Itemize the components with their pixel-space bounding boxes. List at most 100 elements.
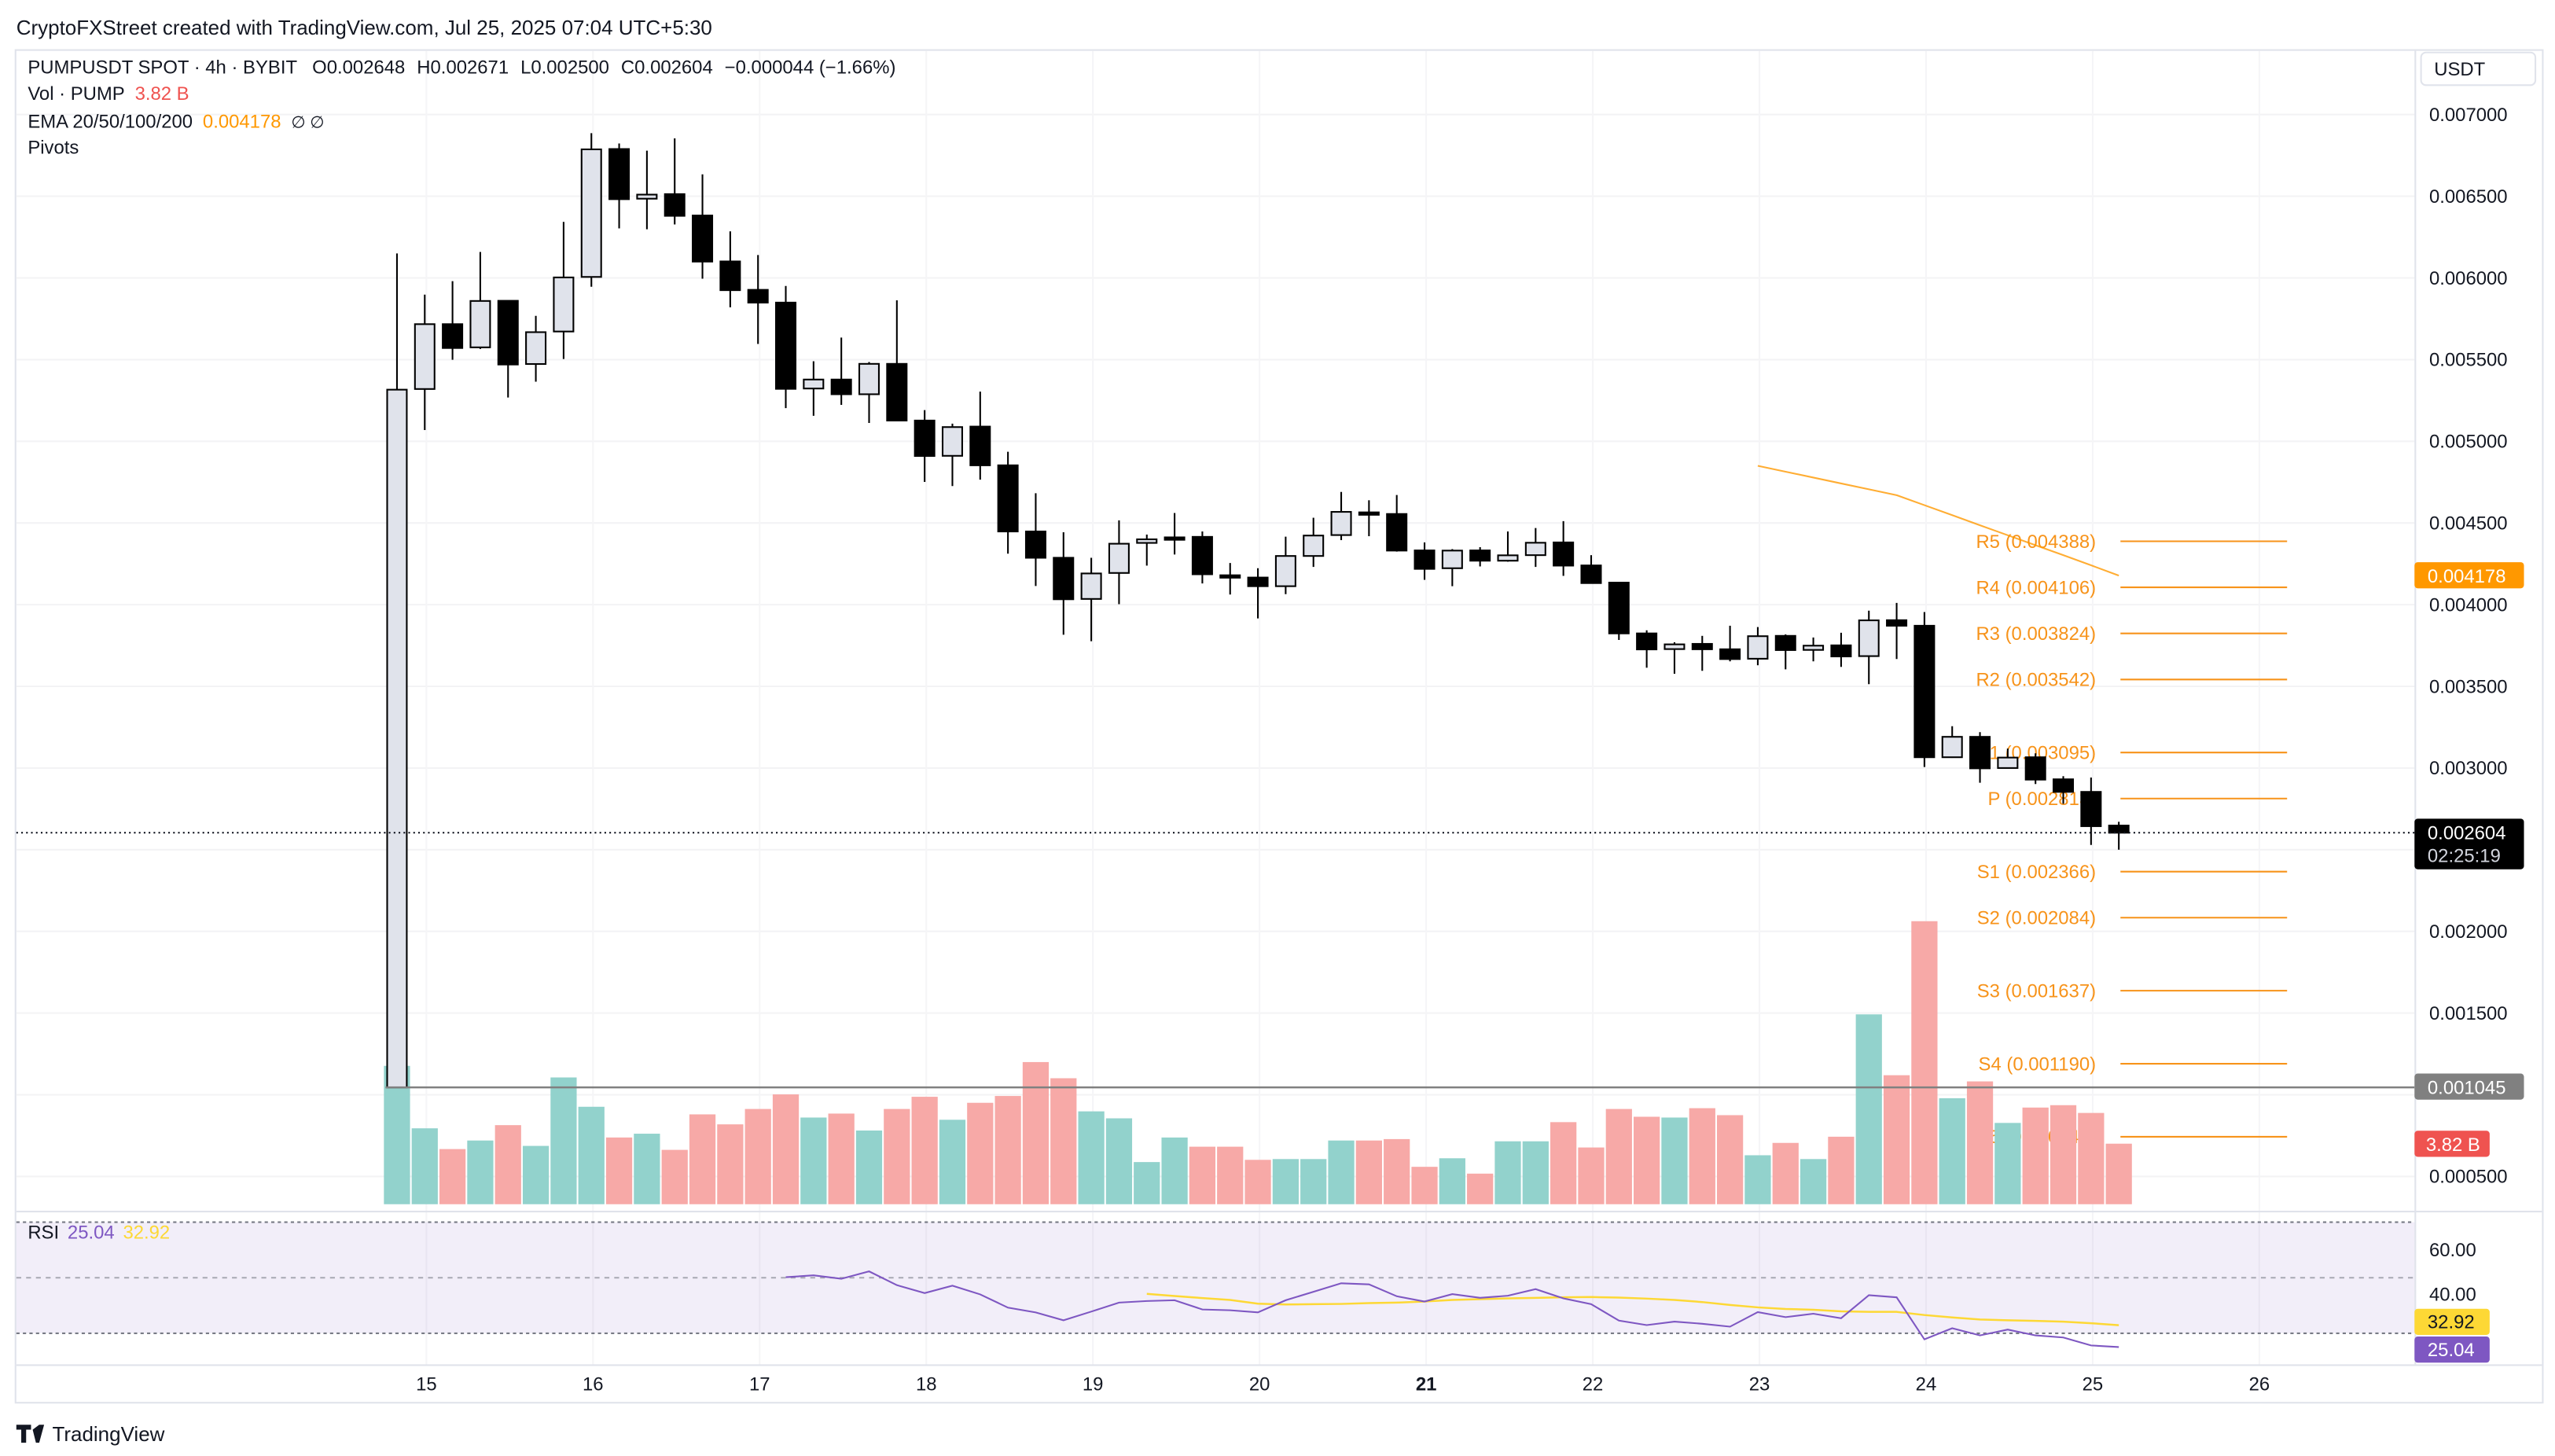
candle[interactable] (1164, 513, 1186, 555)
volume-bar (1550, 1122, 1577, 1204)
time-axis[interactable]: 15 16 17 18 19 20 21 22 23 24 25 26 (416, 1374, 2270, 1395)
candle[interactable] (1830, 632, 1852, 667)
candle[interactable] (1858, 610, 1880, 685)
candle-body (1358, 511, 1380, 516)
candle[interactable] (1580, 555, 1602, 584)
candle[interactable] (442, 281, 464, 360)
candle[interactable] (1608, 582, 1630, 640)
candle[interactable] (1219, 563, 1241, 595)
volume-bar (772, 1094, 800, 1204)
candle-body (1747, 635, 1769, 660)
candle-body (1108, 542, 1130, 574)
candle[interactable] (553, 222, 575, 359)
volume-bar (744, 1109, 771, 1204)
rsi-legend[interactable]: RSI 25.04 32.92 (28, 1222, 170, 1243)
candle[interactable] (1303, 517, 1325, 568)
candle[interactable] (1803, 637, 1825, 662)
candle[interactable] (497, 300, 519, 398)
candle[interactable] (969, 392, 991, 480)
candle-body (1524, 542, 1546, 557)
candle[interactable] (719, 231, 741, 307)
candle[interactable] (1636, 630, 1658, 668)
candle[interactable] (1358, 500, 1380, 537)
candle[interactable] (1886, 602, 1908, 660)
legend-volume[interactable]: Vol · PUMP 3.82 B (28, 83, 189, 105)
candle[interactable] (1553, 520, 1575, 576)
ema-badge (2414, 562, 2524, 589)
candle[interactable] (1441, 549, 1463, 586)
candle[interactable] (1024, 493, 1046, 586)
candle[interactable] (580, 133, 602, 287)
candle[interactable] (1719, 625, 1741, 662)
candle[interactable] (608, 143, 630, 229)
volume-bar (1161, 1137, 1188, 1204)
volume-bars (384, 921, 2132, 1204)
legend-ema[interactable]: EMA 20/50/100/200 0.004178 ∅ ∅ (28, 111, 324, 132)
candle[interactable] (386, 253, 408, 1089)
candle[interactable] (775, 285, 797, 409)
candle[interactable] (469, 252, 491, 349)
candle[interactable] (525, 315, 547, 382)
candle-body (775, 301, 797, 390)
candle[interactable] (1941, 726, 1963, 759)
candle[interactable] (1080, 557, 1102, 642)
price-tick-label: 0.004500 (2429, 513, 2508, 535)
candle[interactable] (858, 362, 880, 424)
candle[interactable] (830, 337, 852, 405)
time-tick-label: 15 (416, 1374, 437, 1395)
candle[interactable] (1913, 612, 1936, 767)
candles[interactable] (386, 133, 2130, 1089)
candle[interactable] (1414, 542, 1436, 580)
price-axis[interactable]: 0.007000 0.006500 0.006000 0.005500 0.005000… (2429, 105, 2508, 1188)
volume-bar (661, 1149, 688, 1204)
candle[interactable] (886, 300, 908, 421)
volume-bar (717, 1124, 744, 1204)
ema-badge-text: 0.004178 (2428, 566, 2506, 587)
rsi-legend-value: 25.04 (68, 1222, 115, 1243)
candle[interactable] (1664, 642, 1686, 675)
candle[interactable] (2053, 776, 2075, 804)
candle[interactable] (1497, 531, 1519, 562)
legend-h-value: 0.002671 (431, 57, 509, 79)
candle-body (1719, 648, 1741, 660)
candle[interactable] (636, 150, 658, 230)
legend-pivots[interactable]: Pivots (28, 138, 79, 159)
candle[interactable] (1469, 546, 1491, 567)
candle[interactable] (664, 138, 686, 225)
candle[interactable] (2080, 777, 2102, 845)
candle[interactable] (414, 294, 436, 430)
candle[interactable] (1108, 520, 1130, 605)
candle[interactable] (1191, 531, 1213, 584)
candle[interactable] (2024, 753, 2046, 785)
candle[interactable] (941, 423, 963, 487)
candle[interactable] (1747, 627, 1769, 666)
candle[interactable] (692, 174, 714, 279)
candle[interactable] (1136, 534, 1158, 566)
candle[interactable] (1691, 635, 1713, 671)
candle-body (525, 331, 547, 366)
candle[interactable] (1053, 532, 1075, 635)
rsi-tick-40: 40.00 (2429, 1284, 2476, 1305)
volume-bar (1994, 1123, 2021, 1204)
candle[interactable] (1330, 491, 1352, 541)
candle[interactable] (1386, 495, 1408, 552)
time-tick-label: 22 (1583, 1374, 1604, 1395)
tradingview-logo[interactable]: TradingView (16, 1422, 165, 1446)
candle[interactable] (1774, 634, 1796, 670)
candle[interactable] (747, 255, 769, 344)
currency-button[interactable] (2420, 51, 2537, 86)
legend-symbol[interactable]: PUMPUSDT SPOT · 4h · BYBIT (28, 57, 297, 79)
price-tick-label: 0.005500 (2429, 350, 2508, 371)
candle[interactable] (1247, 568, 1269, 619)
candle[interactable] (1524, 528, 1546, 568)
candle[interactable] (803, 361, 825, 416)
time-tick-label: 25 (2083, 1374, 2104, 1395)
candle[interactable] (1997, 748, 2019, 769)
candle[interactable] (997, 451, 1019, 554)
candle-body (2053, 778, 2075, 793)
volume-bar (634, 1134, 660, 1204)
candle[interactable] (1274, 536, 1296, 594)
candle[interactable] (914, 410, 936, 483)
candle[interactable] (1969, 732, 1991, 783)
